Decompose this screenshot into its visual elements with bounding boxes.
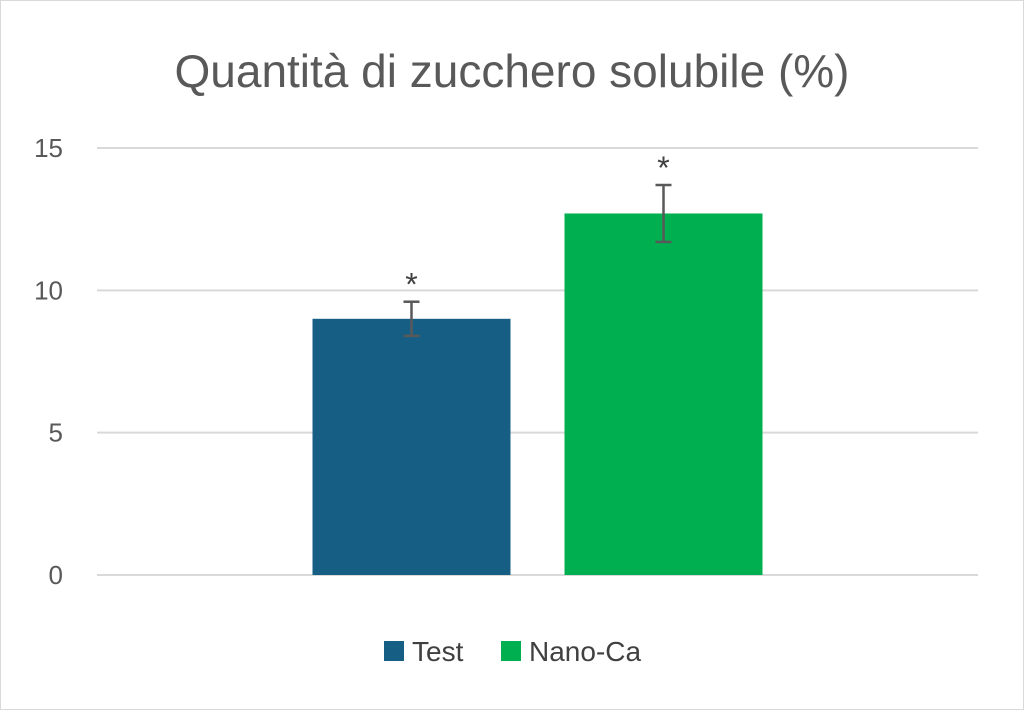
- chart-title: Quantità di zucchero solubile (%): [175, 45, 850, 97]
- y-axis: 0 5 10 15: [34, 133, 63, 590]
- y-tick-label: 0: [49, 560, 63, 590]
- bar: [312, 318, 511, 575]
- bars: **: [312, 150, 763, 575]
- gridlines: [97, 147, 978, 576]
- bar: [564, 213, 763, 575]
- y-tick-label: 10: [34, 275, 63, 305]
- legend-swatch: [501, 641, 521, 661]
- significance-marker: *: [405, 267, 417, 303]
- bar-group-test: *: [312, 267, 511, 575]
- legend-label: Nano-Ca: [529, 636, 641, 667]
- legend: Test Nano-Ca: [384, 636, 641, 667]
- legend-swatch: [384, 641, 404, 661]
- significance-marker: *: [657, 150, 669, 186]
- y-tick-label: 5: [49, 418, 63, 448]
- legend-item: Nano-Ca: [501, 636, 641, 667]
- legend-item: Test: [384, 636, 464, 667]
- legend-label: Test: [412, 636, 464, 667]
- y-tick-label: 15: [34, 133, 63, 163]
- bar-group-nano-ca: *: [564, 150, 763, 575]
